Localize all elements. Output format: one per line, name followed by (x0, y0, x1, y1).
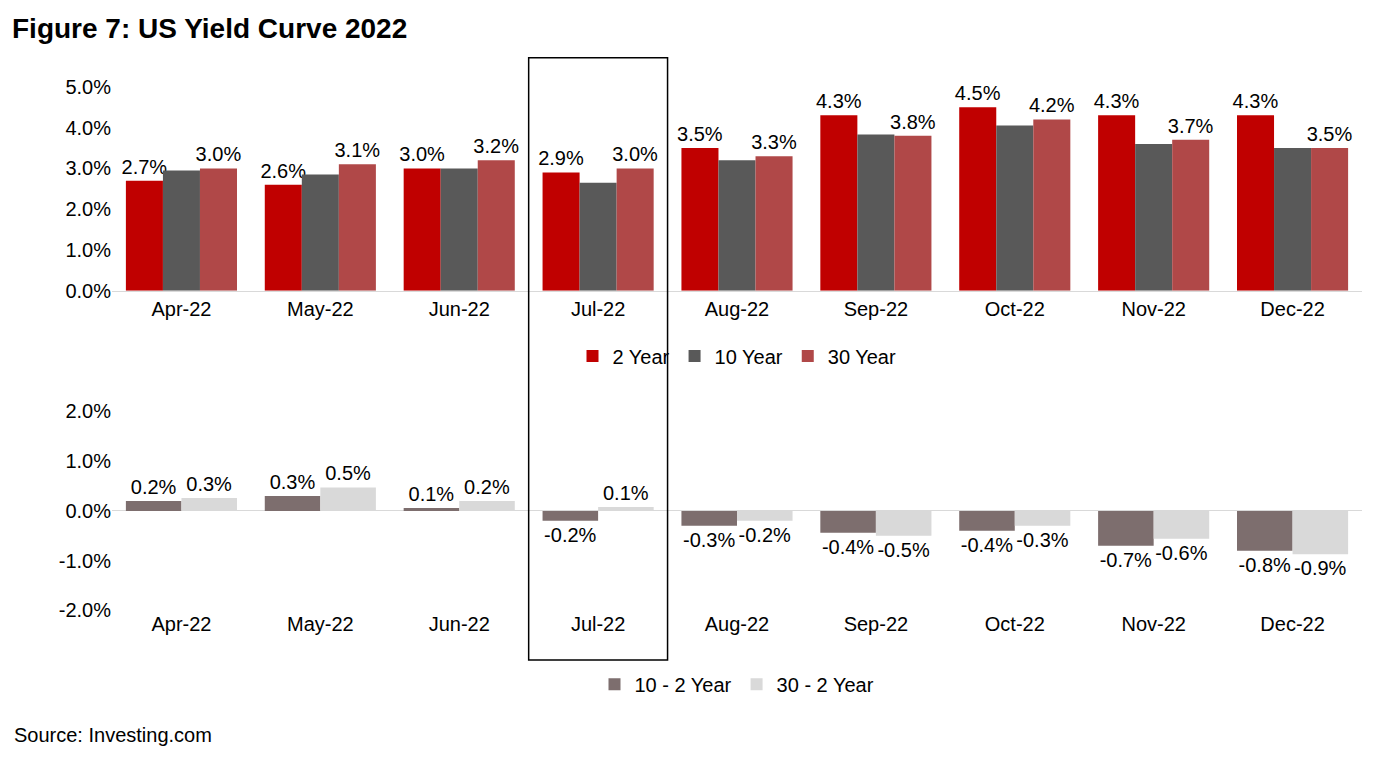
svg-text:Oct-22: Oct-22 (985, 613, 1045, 635)
svg-text:2.7%: 2.7% (122, 156, 168, 178)
svg-text:Dec-22: Dec-22 (1260, 298, 1324, 320)
svg-text:2.9%: 2.9% (538, 147, 584, 169)
svg-text:Jun-22: Jun-22 (429, 613, 490, 635)
svg-text:3.1%: 3.1% (334, 139, 380, 161)
svg-text:-1.0%: -1.0% (59, 550, 111, 572)
svg-text:0.2%: 0.2% (131, 476, 177, 498)
svg-text:0.1%: 0.1% (409, 483, 455, 505)
svg-text:1.0%: 1.0% (65, 239, 111, 261)
svg-text:-0.4%: -0.4% (961, 534, 1013, 556)
svg-text:0.5%: 0.5% (325, 462, 371, 484)
svg-text:4.2%: 4.2% (1029, 94, 1075, 116)
svg-text:Jul-22: Jul-22 (571, 298, 625, 320)
svg-text:3.7%: 3.7% (1168, 115, 1214, 137)
svg-text:3.0%: 3.0% (612, 143, 658, 165)
svg-text:Sep-22: Sep-22 (844, 298, 909, 320)
svg-text:Jun-22: Jun-22 (429, 298, 490, 320)
svg-text:3.5%: 3.5% (677, 123, 723, 145)
svg-text:-0.7%: -0.7% (1100, 549, 1152, 571)
svg-text:Apr-22: Apr-22 (151, 613, 211, 635)
svg-text:3.2%: 3.2% (473, 135, 519, 157)
svg-text:-0.2%: -0.2% (739, 524, 791, 546)
svg-text:0.2%: 0.2% (464, 476, 510, 498)
svg-text:-0.9%: -0.9% (1294, 557, 1346, 579)
svg-text:-0.8%: -0.8% (1239, 554, 1291, 576)
svg-text:May-22: May-22 (287, 298, 354, 320)
svg-text:5.0%: 5.0% (65, 76, 111, 98)
svg-text:Aug-22: Aug-22 (705, 613, 770, 635)
svg-text:Figure 7: US Yield Curve 2022: Figure 7: US Yield Curve 2022 (12, 13, 407, 44)
svg-text:0.3%: 0.3% (270, 471, 316, 493)
svg-text:2.0%: 2.0% (65, 198, 111, 220)
svg-text:3.3%: 3.3% (751, 131, 797, 153)
svg-text:Oct-22: Oct-22 (985, 298, 1045, 320)
svg-text:30 - 2 Year: 30 - 2 Year (777, 674, 874, 696)
svg-text:3.5%: 3.5% (1307, 123, 1353, 145)
svg-text:4.3%: 4.3% (1233, 90, 1279, 112)
svg-text:1.0%: 1.0% (65, 450, 111, 472)
svg-text:Jul-22: Jul-22 (571, 613, 625, 635)
svg-text:2.0%: 2.0% (65, 400, 111, 422)
svg-text:2 Year: 2 Year (613, 346, 670, 368)
svg-text:4.5%: 4.5% (955, 82, 1001, 104)
svg-text:4.3%: 4.3% (1094, 90, 1140, 112)
svg-text:0.3%: 0.3% (186, 473, 232, 495)
svg-text:0.1%: 0.1% (603, 482, 649, 504)
svg-text:Dec-22: Dec-22 (1260, 613, 1324, 635)
svg-text:-0.4%: -0.4% (822, 536, 874, 558)
svg-text:Sep-22: Sep-22 (844, 613, 909, 635)
svg-text:0.0%: 0.0% (65, 500, 111, 522)
svg-text:-0.6%: -0.6% (1155, 542, 1207, 564)
svg-text:10 Year: 10 Year (715, 346, 783, 368)
svg-text:-0.2%: -0.2% (544, 524, 596, 546)
svg-text:Aug-22: Aug-22 (705, 298, 770, 320)
svg-text:-2.0%: -2.0% (59, 599, 111, 621)
svg-text:3.0%: 3.0% (65, 157, 111, 179)
svg-text:-0.5%: -0.5% (877, 539, 929, 561)
svg-text:30 Year: 30 Year (828, 346, 896, 368)
svg-text:Source: Investing.com: Source: Investing.com (14, 724, 212, 746)
svg-text:3.0%: 3.0% (196, 143, 242, 165)
svg-text:-0.3%: -0.3% (683, 529, 735, 551)
svg-text:3.0%: 3.0% (399, 143, 445, 165)
svg-text:Nov-22: Nov-22 (1121, 298, 1185, 320)
svg-text:4.3%: 4.3% (816, 90, 862, 112)
svg-text:10 - 2 Year: 10 - 2 Year (635, 674, 732, 696)
svg-text:2.6%: 2.6% (260, 160, 306, 182)
svg-text:May-22: May-22 (287, 613, 354, 635)
svg-text:-0.3%: -0.3% (1016, 529, 1068, 551)
svg-text:0.0%: 0.0% (65, 280, 111, 302)
svg-text:Nov-22: Nov-22 (1121, 613, 1185, 635)
svg-text:Apr-22: Apr-22 (151, 298, 211, 320)
svg-text:3.8%: 3.8% (890, 111, 936, 133)
svg-text:4.0%: 4.0% (65, 117, 111, 139)
